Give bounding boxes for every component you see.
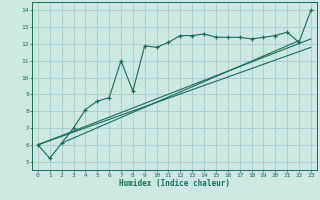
X-axis label: Humidex (Indice chaleur): Humidex (Indice chaleur) xyxy=(119,179,230,188)
